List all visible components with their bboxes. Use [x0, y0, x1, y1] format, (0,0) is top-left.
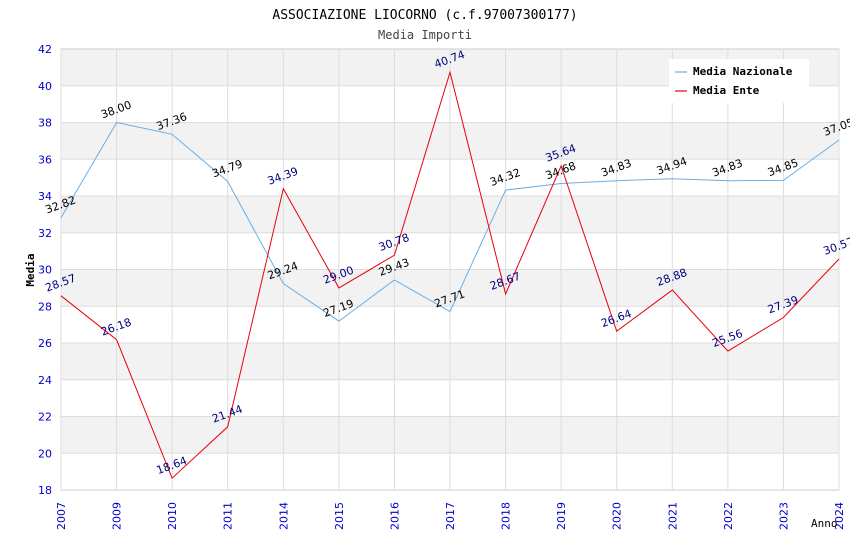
x-tick-label: 2017: [444, 502, 457, 530]
y-tick-label: 32: [38, 227, 52, 240]
x-tick-label: 2015: [333, 502, 346, 530]
x-axis-ticks: 2007 2009 2010 2011 2014 2015 2016 2017 2018 2019…: [55, 502, 846, 530]
x-tick-label: 2022: [722, 502, 735, 530]
x-tick-label: 2016: [388, 502, 401, 530]
y-tick-label: 26: [38, 337, 52, 350]
x-tick-label: 2021: [666, 502, 679, 530]
y-tick-label: 38: [38, 117, 52, 130]
legend: Media Nazionale Media Ente: [669, 59, 809, 103]
data-labels: 32.8238.0037.3634.7929.2427.1929.4327.71…: [44, 48, 850, 477]
y-tick-label: 20: [38, 447, 52, 460]
gridlines: [60, 48, 840, 491]
chart-subtitle: Media Importi: [378, 28, 472, 42]
x-tick-label: 2010: [166, 502, 179, 530]
y-tick-label: 34: [38, 190, 52, 203]
x-tick-label: 2009: [111, 502, 124, 530]
y-tick-label: 36: [38, 153, 52, 166]
x-tick-label: 2019: [555, 502, 568, 530]
series-lines: [60, 70, 840, 480]
y-tick-label: 18: [38, 484, 52, 497]
y-axis-ticks: 18 20 22 24 26 28 30 32 34 36 38 40 42: [38, 43, 52, 497]
y-tick-label: 28: [38, 300, 52, 313]
y-tick-label: 30: [38, 264, 52, 277]
legend-box: [669, 59, 809, 103]
y-tick-label: 42: [38, 43, 52, 56]
y-axis-label: Media: [24, 253, 37, 286]
chart-title: ASSOCIAZIONE LIOCORNO (c.f.97007300177): [272, 8, 577, 23]
y-tick-label: 22: [38, 411, 52, 424]
legend-label-media-nazionale: Media Nazionale: [693, 65, 793, 78]
x-axis-label: Anno: [811, 517, 838, 530]
x-tick-label: 2024: [833, 502, 846, 530]
x-tick-label: 2007: [55, 502, 68, 530]
x-tick-label: 2020: [611, 502, 624, 530]
data-label: 30.57: [822, 235, 850, 258]
x-tick-label: 2011: [222, 502, 235, 530]
x-tick-label: 2023: [777, 502, 790, 530]
series-line-media-ente: [60, 70, 840, 480]
series-line-media-nazionale: [60, 121, 840, 322]
y-tick-label: 40: [38, 80, 52, 93]
x-tick-label: 2018: [500, 502, 513, 530]
legend-label-media-ente: Media Ente: [693, 84, 760, 97]
y-tick-label: 24: [38, 374, 52, 387]
x-tick-label: 2014: [277, 502, 290, 530]
